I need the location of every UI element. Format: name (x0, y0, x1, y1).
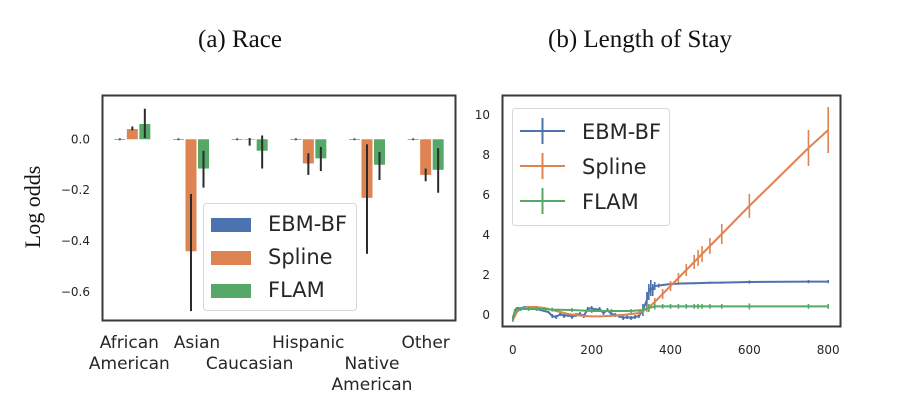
category-label: Native (344, 354, 399, 374)
y-tick-label: −0.4 (61, 234, 90, 248)
y-axis-label: Log odds (20, 166, 45, 249)
line-flam (511, 305, 829, 320)
line-spline (512, 129, 829, 321)
legend-swatch-flam (211, 284, 251, 298)
plot-frame (501, 94, 842, 328)
error-bar-ebm-bf-asian (177, 138, 180, 141)
legend-swatch-ebm-bf (211, 218, 251, 232)
y-tick-label: 0.0 (71, 132, 90, 146)
legend-label-spline: Spline (268, 245, 333, 269)
y-tick-label: −0.2 (61, 183, 90, 197)
category-label: Other (402, 333, 450, 353)
bar-spline-hispanic (302, 139, 314, 164)
category-labels: AfricanAmericanAsianCaucasianHispanicNat… (89, 333, 450, 395)
legend: EBM-BF Spline FLAM (512, 108, 670, 226)
category-label: American (89, 354, 170, 374)
y-tick-label: 10 (475, 108, 490, 122)
category-label: Asian (174, 333, 220, 353)
error-bar-ebm-bf-native-american (353, 138, 356, 141)
y-tick-labels: 0 2 4 6 8 10 (475, 108, 490, 322)
bar-spline-other (420, 139, 432, 175)
category-label: African (100, 333, 159, 353)
error-bar-ebm-bf-hispanic (294, 138, 297, 141)
x-tick-label: 0 (509, 343, 517, 357)
legend-label-flam: FLAM (268, 278, 325, 302)
legend-frame (512, 108, 670, 226)
y-tick-label: 4 (482, 228, 490, 242)
y-tick-labels: 0.0 −0.2 −0.4 −0.6 (61, 132, 90, 299)
series-lines (511, 107, 829, 322)
y-tick-label: 8 (482, 148, 490, 162)
x-tick-labels: 0 200 400 600 800 (509, 343, 840, 357)
legend-label-ebm-bf: EBM-BF (582, 120, 661, 144)
legend-label-ebm-bf: EBM-BF (268, 212, 347, 236)
legend-label-flam: FLAM (582, 190, 639, 214)
y-tick-label: −0.6 (61, 285, 90, 299)
category-label: Caucasian (206, 354, 294, 374)
caption-length-of-stay: (b) Length of Stay (548, 26, 732, 53)
error-bar-ebm-bf-other (412, 138, 415, 141)
category-label: American (332, 375, 413, 395)
y-tick-label: 6 (482, 188, 490, 202)
legend: EBM-BF Spline FLAM (203, 203, 357, 311)
bar-spline-african-american (126, 129, 138, 140)
category-label: Hispanic (272, 333, 344, 353)
x-tick-label: 400 (659, 343, 682, 357)
plot-frame (101, 94, 457, 322)
legend-label-spline: Spline (582, 155, 647, 179)
error-bars (118, 108, 440, 312)
x-tick-label: 600 (738, 343, 761, 357)
error-bar-ebm-bf-caucasian (236, 138, 239, 141)
line-ebm-bf (511, 280, 829, 319)
x-tick-label: 200 (580, 343, 603, 357)
y-tick-label: 0 (482, 308, 490, 322)
y-tick-label: 2 (482, 268, 490, 282)
error-bar-ebm-bf-african-american (118, 138, 121, 141)
legend-swatch-spline (211, 251, 251, 265)
x-tick-label: 800 (817, 343, 840, 357)
caption-race: (a) Race (198, 26, 282, 53)
race-bar-chart: Log odds 0.0−0.2−0.4−0.6 AfricanAmerican… (20, 94, 457, 395)
